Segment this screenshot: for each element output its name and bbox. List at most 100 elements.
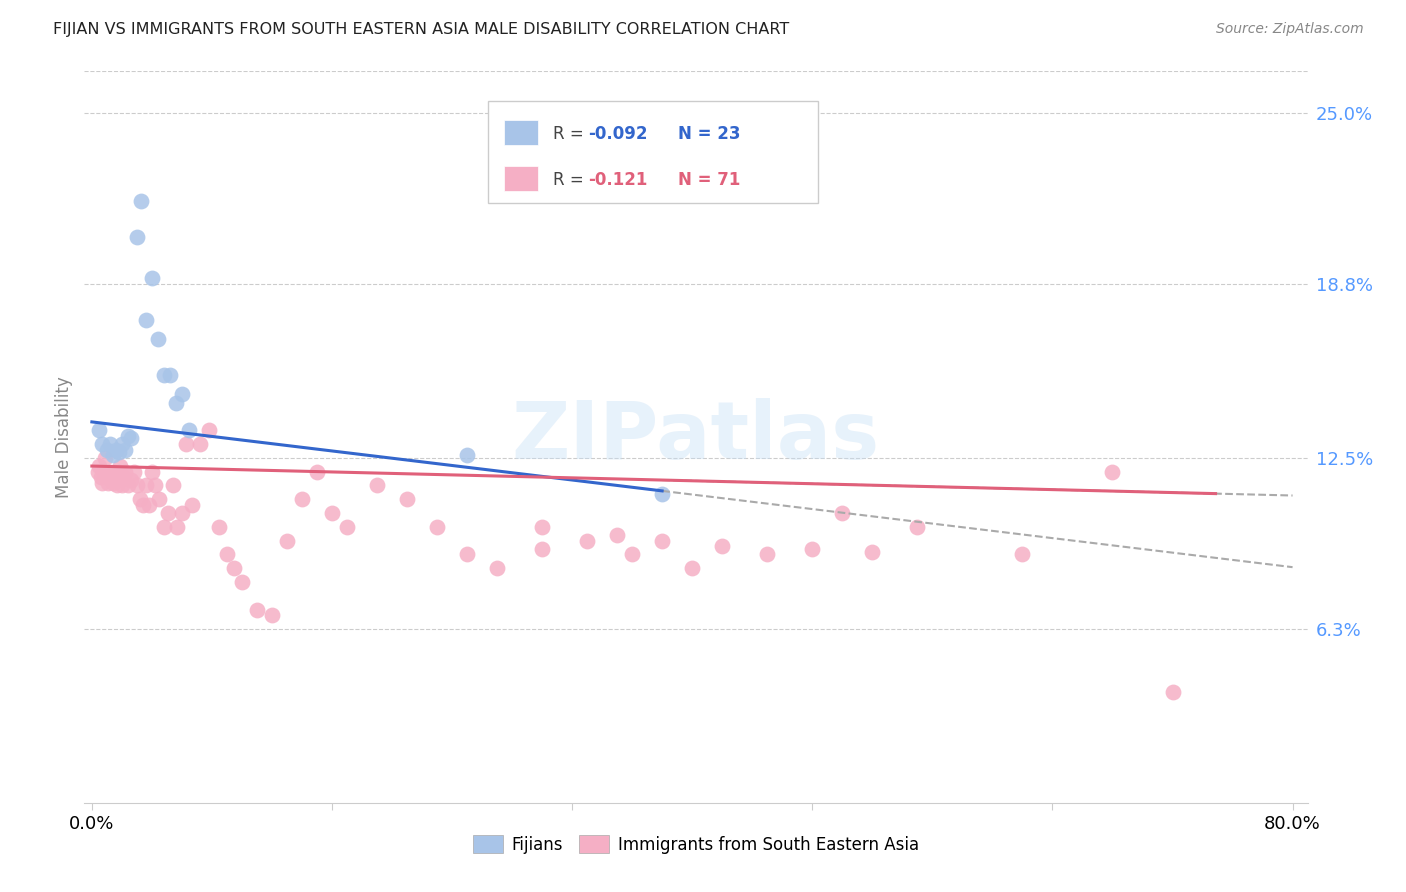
Point: [366, 478, 388, 492]
Point: [860, 544, 883, 558]
Point: [122, 465, 145, 479]
Text: -0.092: -0.092: [588, 125, 648, 144]
Point: [157, 506, 180, 520]
Point: [831, 506, 853, 520]
Point: [179, 423, 201, 437]
Point: [176, 437, 198, 451]
Point: [90, 470, 112, 484]
Point: [651, 486, 673, 500]
Point: [170, 387, 193, 401]
Point: [114, 465, 136, 479]
Point: [711, 539, 734, 553]
Point: [162, 478, 184, 492]
Point: [1161, 685, 1184, 699]
Point: [291, 492, 314, 507]
Point: [456, 548, 478, 562]
Point: [111, 478, 134, 492]
Point: [170, 506, 193, 520]
Point: [426, 520, 449, 534]
Point: [231, 574, 253, 589]
Point: [146, 332, 169, 346]
Point: [135, 478, 157, 492]
Point: [101, 448, 124, 462]
Point: [456, 448, 478, 462]
Point: [276, 533, 298, 548]
Point: [215, 548, 238, 562]
Text: Source: ZipAtlas.com: Source: ZipAtlas.com: [1216, 22, 1364, 37]
Text: -0.121: -0.121: [588, 171, 648, 189]
Point: [148, 492, 170, 507]
Point: [153, 520, 176, 534]
Point: [108, 465, 131, 479]
Point: [1101, 465, 1123, 479]
Point: [576, 533, 599, 548]
Point: [114, 442, 136, 457]
Point: [153, 368, 176, 382]
Point: [104, 470, 127, 484]
Point: [1011, 548, 1033, 562]
Text: FIJIAN VS IMMIGRANTS FROM SOUTH EASTERN ASIA MALE DISABILITY CORRELATION CHART: FIJIAN VS IMMIGRANTS FROM SOUTH EASTERN …: [53, 22, 790, 37]
Point: [96, 470, 118, 484]
FancyBboxPatch shape: [503, 167, 538, 191]
Point: [531, 520, 554, 534]
Point: [132, 498, 155, 512]
Point: [260, 608, 283, 623]
Point: [224, 561, 246, 575]
Point: [104, 442, 127, 457]
Point: [801, 541, 824, 556]
Point: [138, 498, 160, 512]
Point: [112, 470, 135, 484]
Text: R =: R =: [553, 171, 595, 189]
Point: [246, 602, 269, 616]
Point: [103, 465, 125, 479]
Point: [181, 498, 204, 512]
Point: [621, 548, 644, 562]
Point: [756, 548, 779, 562]
Point: [101, 475, 124, 490]
Point: [105, 478, 128, 492]
Point: [531, 541, 554, 556]
Point: [198, 423, 221, 437]
Point: [120, 473, 142, 487]
Point: [97, 475, 120, 490]
Point: [208, 520, 231, 534]
Text: N = 71: N = 71: [678, 171, 740, 189]
Point: [321, 506, 343, 520]
Point: [93, 465, 115, 479]
Point: [128, 492, 150, 507]
Point: [135, 312, 157, 326]
Point: [305, 465, 328, 479]
FancyBboxPatch shape: [503, 120, 538, 145]
Point: [96, 442, 118, 457]
Text: R =: R =: [553, 125, 589, 144]
Point: [159, 368, 181, 382]
Point: [166, 520, 188, 534]
Point: [110, 458, 132, 473]
Point: [125, 478, 148, 492]
Point: [188, 437, 211, 451]
Point: [98, 465, 121, 479]
Point: [336, 520, 359, 534]
Text: ZIPatlas: ZIPatlas: [512, 398, 880, 476]
Point: [905, 520, 928, 534]
Point: [98, 437, 121, 451]
Point: [108, 445, 131, 459]
Text: N = 23: N = 23: [678, 125, 740, 144]
Point: [117, 428, 139, 442]
Point: [143, 478, 166, 492]
Point: [117, 478, 139, 492]
Point: [141, 465, 163, 479]
Point: [131, 194, 153, 208]
Point: [91, 437, 114, 451]
Point: [120, 432, 142, 446]
Point: [396, 492, 419, 507]
Y-axis label: Male Disability: Male Disability: [55, 376, 73, 498]
Point: [89, 458, 111, 473]
Point: [94, 450, 117, 465]
Legend: Fijians, Immigrants from South Eastern Asia: Fijians, Immigrants from South Eastern A…: [467, 829, 925, 860]
Point: [651, 533, 673, 548]
Point: [486, 561, 509, 575]
Point: [87, 465, 110, 479]
Point: [681, 561, 703, 575]
Point: [141, 271, 163, 285]
